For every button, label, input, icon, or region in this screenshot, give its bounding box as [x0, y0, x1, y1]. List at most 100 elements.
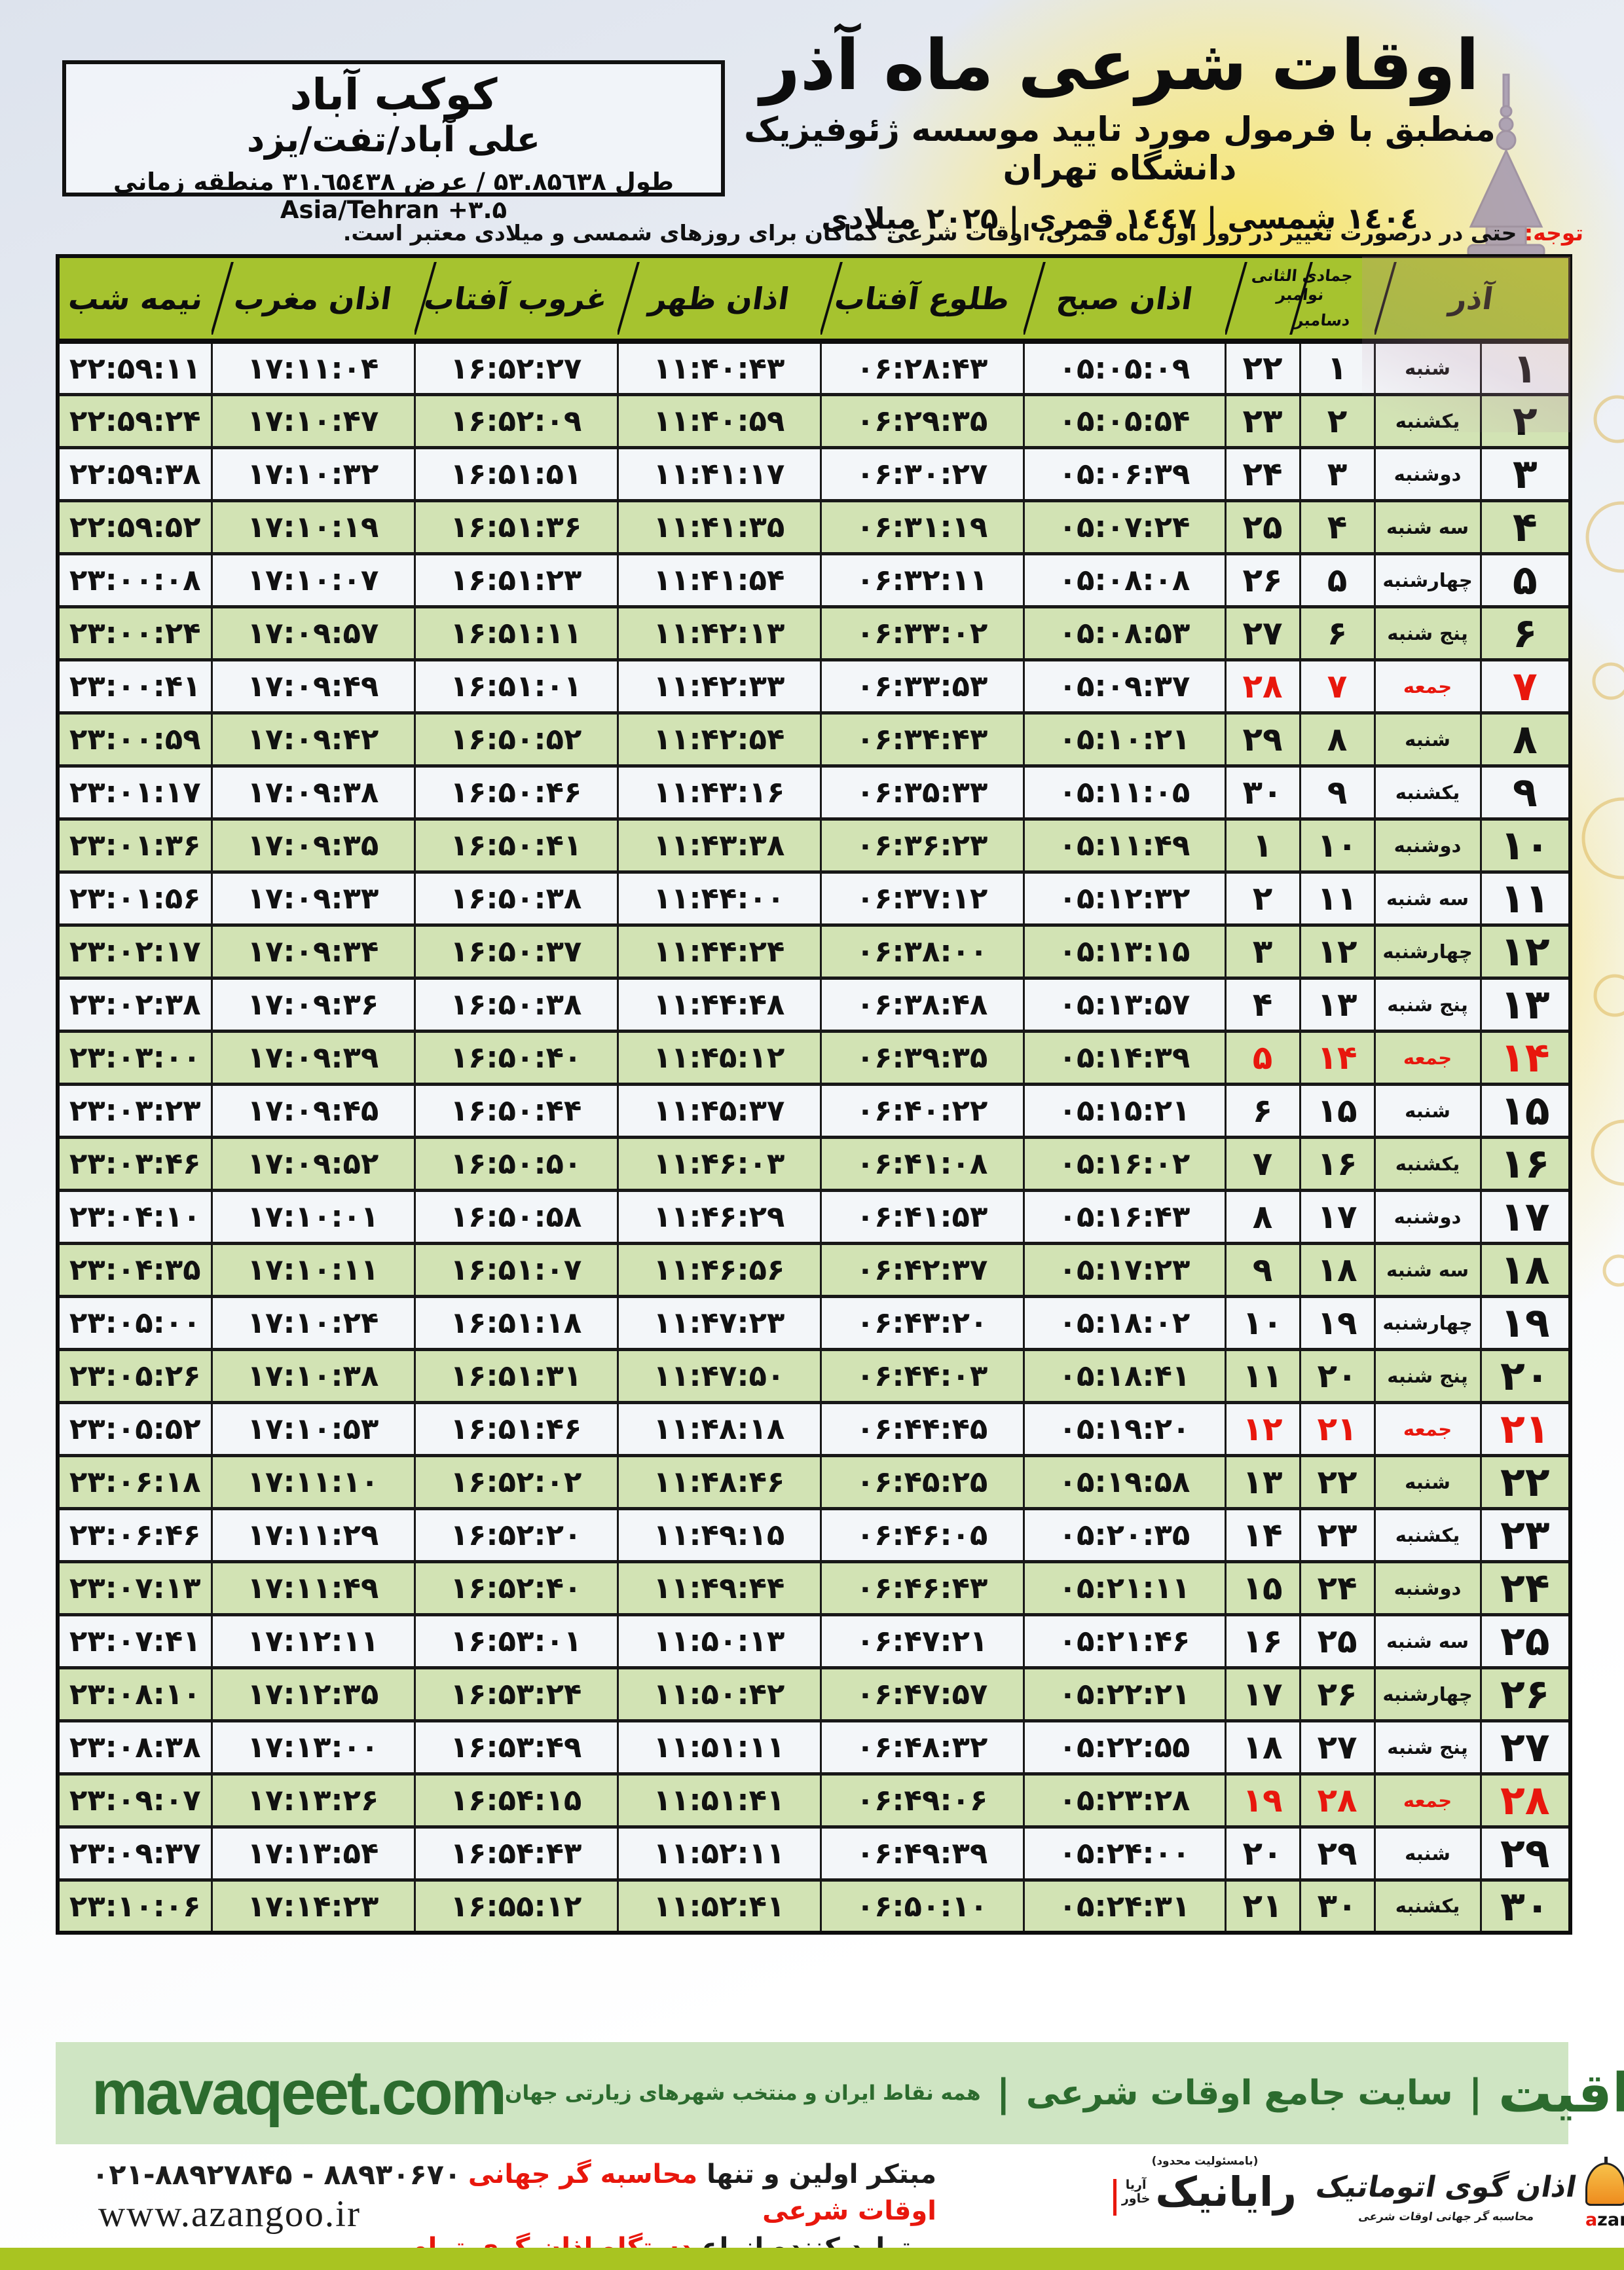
- table-row: ۱۰ دوشنبه ۱۰ ۱ ۰۵:۱۱:۴۹ ۰۶:۳۶:۲۳ ۱۱:۴۳:۳…: [56, 817, 1572, 874]
- weekday-name: شنبه: [1373, 1825, 1482, 1882]
- location-box: کوکب آباد علی آباد/تفت/یزد طول ۵۳.۸۵٦۳۸ …: [62, 60, 725, 224]
- azar-day-number: ۱۵: [1479, 1082, 1572, 1139]
- weekday-name: یکشنبه: [1373, 1506, 1482, 1563]
- sunset-time: ۱۶:۵۱:۰۷: [413, 1241, 619, 1298]
- azan-zohr-time: ۱۱:۴۶:۲۹: [616, 1188, 822, 1245]
- page-subtitle: منطبق با فرمول مورد تایید موسسه ژئوفیزیک…: [744, 110, 1496, 188]
- table-row: ۴ سه شنبه ۴ ۲۵ ۰۵:۰۷:۲۴ ۰۶:۳۱:۱۹ ۱۱:۴۱:۳…: [56, 498, 1572, 555]
- sunrise-time: ۰۶:۳۸:۰۰: [819, 923, 1025, 980]
- column-header-azar: آذر: [1375, 256, 1571, 344]
- weekday-name: جمعه: [1373, 1772, 1482, 1829]
- rayanik-red-accent: [1113, 2179, 1116, 2216]
- azan-sobh-time: ۰۵:۱۵:۲۱: [1022, 1082, 1227, 1139]
- notice-text: حتی در درصورت تغییر در روز اول ماه قمری،…: [342, 220, 1524, 246]
- midnight-time: ۲۳:۰۱:۳۶: [56, 817, 213, 874]
- weekday-name: چهارشنبه: [1373, 551, 1482, 608]
- azan-sobh-time: ۰۵:۱۷:۲۳: [1022, 1241, 1227, 1298]
- azar-day-number: ۲۷: [1479, 1719, 1572, 1776]
- midnight-time: ۲۳:۰۹:۰۷: [56, 1772, 213, 1829]
- midnight-time: ۲۲:۵۹:۱۱: [56, 339, 213, 396]
- azan-zohr-time: ۱۱:۴۲:۵۴: [616, 711, 822, 768]
- azan-maghreb-time: ۱۷:۱۱:۴۹: [210, 1559, 416, 1616]
- azangoo-wordmark-fa: اذان گوی اتوماتیک: [1313, 2170, 1579, 2204]
- table-row: ۹ یکشنبه ۹ ۳۰ ۰۵:۱۱:۰۵ ۰۶:۳۵:۳۳ ۱۱:۴۳:۱۶…: [56, 764, 1572, 821]
- midnight-time: ۲۳:۰۲:۱۷: [56, 923, 213, 980]
- azar-day-number: ۱۳: [1479, 976, 1572, 1033]
- hijri-day-number: ۴: [1299, 498, 1376, 555]
- weekday-name: دوشنبه: [1373, 1559, 1482, 1616]
- azan-zohr-time: ۱۱:۴۱:۳۵: [616, 498, 822, 555]
- azan-maghreb-time: ۱۷:۱۴:۲۳: [210, 1878, 416, 1935]
- midnight-time: ۲۳:۰۳:۴۶: [56, 1135, 213, 1192]
- sunrise-time: ۰۶:۲۹:۳۵: [819, 392, 1025, 449]
- azan-sobh-time: ۰۵:۱۹:۵۸: [1022, 1453, 1227, 1510]
- hijri-day-number: ۷: [1299, 658, 1376, 715]
- azan-sobh-time: ۰۵:۲۴:۳۱: [1022, 1878, 1227, 1935]
- weekday-name: چهارشنبه: [1373, 1294, 1482, 1351]
- azan-sobh-time: ۰۵:۱۶:۴۳: [1022, 1188, 1227, 1245]
- column-header-sobh: اذان صبح: [1024, 256, 1225, 344]
- table-row: ۲۳ یکشنبه ۲۳ ۱۴ ۰۵:۲۰:۳۵ ۰۶:۴۶:۰۵ ۱۱:۴۹:…: [56, 1506, 1572, 1563]
- sunset-time: ۱۶:۵۱:۳۶: [413, 498, 619, 555]
- sunrise-time: ۰۶:۳۹:۳۵: [819, 1029, 1025, 1086]
- weekday-name: پنج شنبه: [1373, 1719, 1482, 1776]
- azan-zohr-time: ۱۱:۴۴:۰۰: [616, 870, 822, 927]
- rayanik-note: (بامسئولیت محدود): [1151, 2155, 1259, 2168]
- midnight-time: ۲۲:۵۹:۳۸: [56, 445, 213, 502]
- hijri-day-number: ۲۵: [1299, 1612, 1376, 1669]
- table-row: ۲۵ سه شنبه ۲۵ ۱۶ ۰۵:۲۱:۴۶ ۰۶:۴۷:۲۱ ۱۱:۵۰…: [56, 1612, 1572, 1669]
- azan-maghreb-time: ۱۷:۰۹:۳۵: [210, 817, 416, 874]
- midnight-time: ۲۳:۰۴:۳۵: [56, 1241, 213, 1298]
- mavaqeet-brand-name: مـواقیت: [1498, 2062, 1624, 2125]
- azan-maghreb-time: ۱۷:۱۰:۱۱: [210, 1241, 416, 1298]
- azar-day-number: ۱۱: [1479, 870, 1572, 927]
- table-row: ۱۵ شنبه ۱۵ ۶ ۰۵:۱۵:۲۱ ۰۶:۴۰:۲۲ ۱۱:۴۵:۳۷ …: [56, 1082, 1572, 1139]
- azan-maghreb-time: ۱۷:۰۹:۳۳: [210, 870, 416, 927]
- weekday-name: جمعه: [1373, 1029, 1482, 1086]
- column-header-tolu: طلوع آفتاب: [821, 256, 1024, 344]
- azan-sobh-time: ۰۵:۱۴:۳۹: [1022, 1029, 1227, 1086]
- table-row: ۷ جمعه ۷ ۲۸ ۰۵:۰۹:۳۷ ۰۶:۳۳:۵۳ ۱۱:۴۲:۳۳ ۱…: [56, 658, 1572, 715]
- sunset-time: ۱۶:۵۱:۱۱: [413, 605, 619, 661]
- azan-zohr-time: ۱۱:۴۶:۰۳: [616, 1135, 822, 1192]
- azar-day-number: ۴: [1479, 498, 1572, 555]
- midnight-time: ۲۳:۰۰:۵۹: [56, 711, 213, 768]
- sunset-time: ۱۶:۵۰:۳۸: [413, 870, 619, 927]
- azan-zohr-time: ۱۱:۵۰:۴۲: [616, 1665, 822, 1722]
- prayer-table-header: آذر جمادی الثانی نوامبر دسامبر اذان صبح ط…: [58, 256, 1571, 344]
- sunset-time: ۱۶:۵۲:۴۰: [413, 1559, 619, 1616]
- azar-day-number: ۲۹: [1479, 1825, 1572, 1882]
- hijri-day-number: ۲۲: [1299, 1453, 1376, 1510]
- azan-zohr-time: ۱۱:۵۲:۱۱: [616, 1825, 822, 1882]
- gregorian-day-number: ۳۰: [1224, 764, 1301, 821]
- azan-maghreb-time: ۱۷:۱۳:۲۶: [210, 1772, 416, 1829]
- hijri-day-number: ۱۶: [1299, 1135, 1376, 1192]
- sunrise-time: ۰۶:۳۶:۲۳: [819, 817, 1025, 874]
- azan-maghreb-time: ۱۷:۱۰:۰۱: [210, 1188, 416, 1245]
- azan-zohr-time: ۱۱:۴۲:۱۳: [616, 605, 822, 661]
- table-row: ۱۹ چهارشنبه ۱۹ ۱۰ ۰۵:۱۸:۰۲ ۰۶:۴۳:۲۰ ۱۱:۴…: [56, 1294, 1572, 1351]
- azan-maghreb-time: ۱۷:۱۰:۳۲: [210, 445, 416, 502]
- gregorian-day-number: ۱۲: [1224, 1400, 1301, 1457]
- azan-sobh-time: ۰۵:۱۰:۲۱: [1022, 711, 1227, 768]
- gregorian-day-number: ۲۴: [1224, 445, 1301, 502]
- midnight-time: ۲۳:۰۶:۴۶: [56, 1506, 213, 1563]
- weekday-name: سه شنبه: [1373, 1612, 1482, 1669]
- gregorian-day-number: ۱۱: [1224, 1347, 1301, 1404]
- azar-day-number: ۹: [1479, 764, 1572, 821]
- midnight-time: ۲۳:۰۵:۵۲: [56, 1400, 213, 1457]
- gregorian-day-number: ۲۶: [1224, 551, 1301, 608]
- maker-line-1: مبتکر اولین و تنها محاسبه گر جهانی اوقات…: [468, 2159, 936, 2226]
- sunrise-time: ۰۶:۴۱:۰۸: [819, 1135, 1025, 1192]
- azan-maghreb-time: ۱۷:۱۰:۰۷: [210, 551, 416, 608]
- hijri-day-number: ۱۲: [1299, 923, 1376, 980]
- mavaqeet-brand-block: مـواقیت | سایت جامع اوقات شرعی | همه نقا…: [505, 2062, 1624, 2125]
- azan-zohr-time: ۱۱:۴۰:۴۳: [616, 339, 822, 396]
- azan-zohr-time: ۱۱:۴۹:۱۵: [616, 1506, 822, 1563]
- azan-zohr-time: ۱۱:۴۳:۱۶: [616, 764, 822, 821]
- azan-maghreb-time: ۱۷:۰۹:۵۲: [210, 1135, 416, 1192]
- azar-day-number: ۸: [1479, 711, 1572, 768]
- table-row: ۳۰ یکشنبه ۳۰ ۲۱ ۰۵:۲۴:۳۱ ۰۶:۵۰:۱۰ ۱۱:۵۲:…: [56, 1878, 1572, 1935]
- table-row: ۵ چهارشنبه ۵ ۲۶ ۰۵:۰۸:۰۸ ۰۶:۳۲:۱۱ ۱۱:۴۱:…: [56, 551, 1572, 608]
- azan-sobh-time: ۰۵:۲۱:۴۶: [1022, 1612, 1227, 1669]
